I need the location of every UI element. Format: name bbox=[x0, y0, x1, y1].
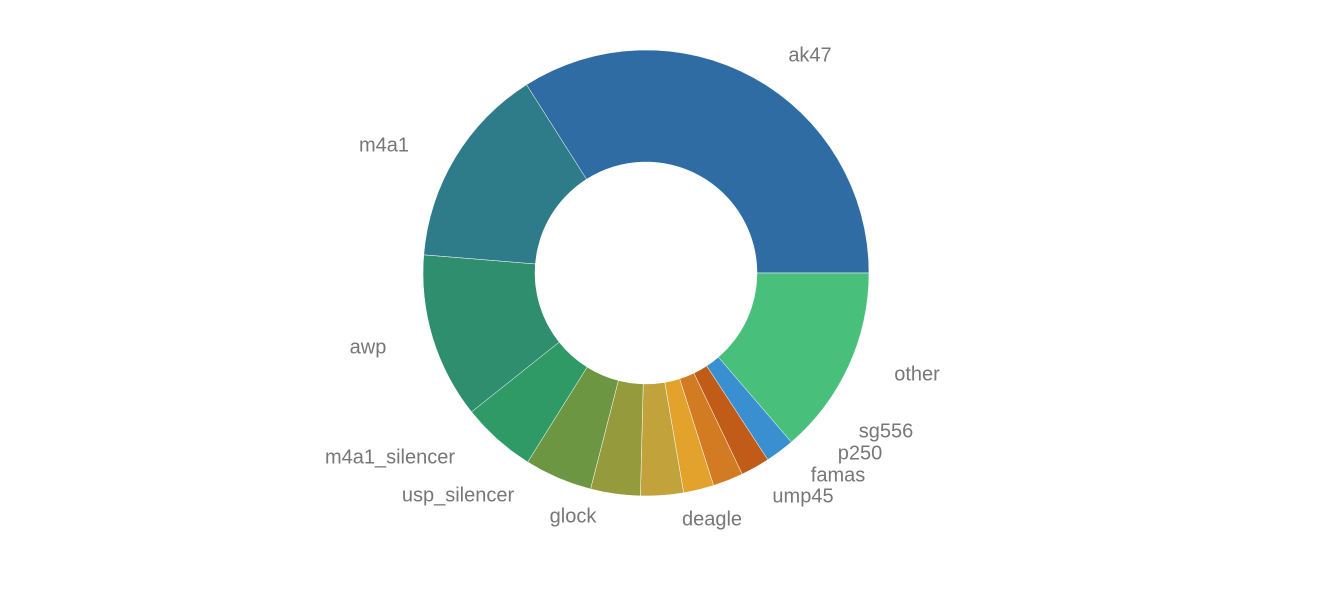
slice-label: glock bbox=[550, 505, 598, 527]
slice-label: famas bbox=[811, 464, 865, 486]
slice-label: p250 bbox=[838, 442, 883, 464]
slice-label: m4a1_silencer bbox=[325, 446, 455, 468]
slice-label: other bbox=[894, 363, 940, 385]
slice bbox=[718, 272, 870, 443]
slice-label: ump45 bbox=[772, 485, 833, 507]
slice-label: usp_silencer bbox=[402, 484, 515, 506]
slice bbox=[526, 49, 870, 274]
slice-label: m4a1 bbox=[359, 134, 409, 156]
slice-label: awp bbox=[350, 336, 387, 358]
slice-label: sg556 bbox=[859, 420, 914, 442]
slice-label: deagle bbox=[682, 508, 742, 530]
slice-label: ak47 bbox=[788, 44, 831, 66]
slice bbox=[423, 84, 587, 265]
